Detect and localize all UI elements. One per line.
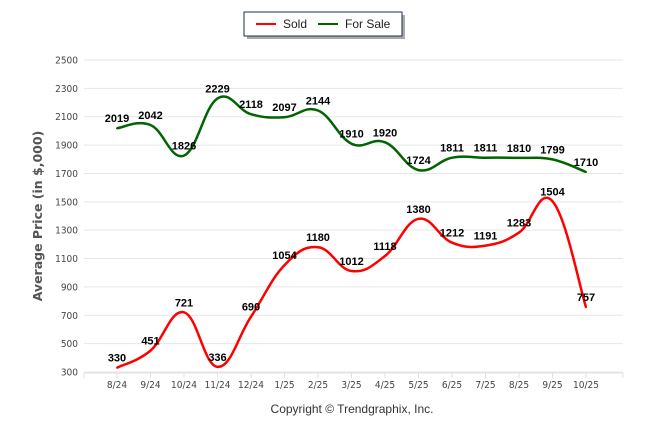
data-label-for-sale: 1826 bbox=[172, 141, 196, 153]
y-tick-label: 500 bbox=[61, 339, 78, 350]
data-label-for-sale: 1910 bbox=[339, 129, 363, 141]
data-label-sold: 721 bbox=[175, 297, 193, 309]
data-label-sold: 451 bbox=[141, 336, 159, 348]
data-label-sold: 336 bbox=[208, 352, 226, 364]
x-tick-label: 6/25 bbox=[442, 380, 462, 391]
data-point-sold bbox=[451, 241, 453, 244]
data-point-for-sale bbox=[283, 116, 286, 119]
x-tick-label: 10/24 bbox=[171, 380, 197, 391]
data-point-for-sale bbox=[585, 171, 587, 174]
data-point-sold bbox=[585, 306, 587, 309]
data-label-for-sale: 1710 bbox=[574, 157, 598, 169]
data-label-sold: 330 bbox=[108, 353, 126, 365]
y-tick-label: 1500 bbox=[55, 197, 78, 208]
data-label-sold: 1180 bbox=[306, 232, 330, 244]
copyright-footer: Copyright © Trendgraphix, Inc. bbox=[271, 402, 434, 416]
data-point-for-sale bbox=[317, 109, 319, 112]
data-label-sold: 1191 bbox=[474, 231, 498, 243]
data-point-for-sale bbox=[149, 123, 152, 126]
data-point-sold bbox=[149, 349, 152, 352]
legend-label-for-sale[interactable]: For Sale bbox=[345, 17, 391, 31]
data-label-sold: 1380 bbox=[406, 204, 430, 216]
x-tick-label: 1/25 bbox=[274, 380, 294, 391]
data-label-sold: 757 bbox=[577, 292, 595, 304]
data-point-sold bbox=[384, 254, 386, 257]
x-axis: 8/24 9/24 10/24 11/24 12/24 1/25 2/25 3/25 4/25 5… bbox=[83, 372, 624, 391]
data-label-sold: 1054 bbox=[272, 250, 297, 262]
gridlines bbox=[84, 59, 623, 373]
data-label-sold: 690 bbox=[242, 302, 260, 314]
x-tick-label: 12/24 bbox=[238, 380, 264, 391]
x-tick-label: 8/25 bbox=[509, 380, 529, 391]
data-point-sold bbox=[484, 244, 487, 247]
x-tick-label: 7/25 bbox=[475, 380, 495, 391]
data-point-sold bbox=[551, 200, 554, 203]
data-label-for-sale: 2097 bbox=[272, 102, 296, 114]
y-axis-title: Average Price (in $,000) bbox=[30, 131, 45, 302]
x-tick-label: 8/24 bbox=[107, 380, 127, 391]
data-label-sold: 1212 bbox=[440, 228, 464, 240]
series-lines bbox=[116, 95, 588, 369]
data-point-sold bbox=[317, 246, 319, 249]
data-label-sold: 1118 bbox=[373, 241, 396, 253]
x-tick-label: 3/25 bbox=[341, 380, 361, 391]
data-label-for-sale: 1799 bbox=[540, 144, 564, 156]
data-point-sold bbox=[183, 311, 185, 314]
data-label-for-sale: 2019 bbox=[105, 113, 129, 125]
data-point-for-sale bbox=[350, 142, 353, 145]
x-tick-label: 2/25 bbox=[308, 380, 328, 391]
data-point-for-sale bbox=[484, 156, 487, 159]
data-label-for-sale: 2144 bbox=[306, 95, 331, 107]
data-point-sold bbox=[116, 366, 118, 369]
data-point-for-sale bbox=[518, 156, 520, 159]
data-label-for-sale: 1810 bbox=[507, 143, 531, 155]
data-label-sold: 1283 bbox=[507, 218, 531, 230]
y-tick-label: 1700 bbox=[55, 169, 78, 180]
y-tick-label: 1900 bbox=[55, 141, 78, 152]
data-label-for-sale: 1920 bbox=[373, 127, 397, 139]
data-label-for-sale: 1811 bbox=[440, 143, 464, 155]
data-point-for-sale bbox=[116, 127, 118, 130]
data-labels: 330 451 721 336 690 1054 1180 1012 1118 1380 1212 1… bbox=[105, 83, 598, 364]
y-tick-label: 2100 bbox=[55, 112, 78, 123]
x-tick-label: 10/25 bbox=[573, 380, 599, 391]
data-point-for-sale bbox=[417, 169, 420, 172]
data-label-sold: 1012 bbox=[339, 256, 363, 268]
data-point-sold bbox=[216, 365, 219, 368]
data-point-for-sale bbox=[551, 158, 554, 161]
x-tick-label: 9/25 bbox=[542, 380, 562, 391]
data-point-sold bbox=[250, 315, 252, 318]
data-label-for-sale: 1724 bbox=[406, 155, 431, 167]
data-point-sold bbox=[350, 270, 353, 273]
y-tick-label: 1300 bbox=[55, 226, 78, 237]
y-tick-label: 2500 bbox=[55, 56, 78, 67]
data-point-for-sale bbox=[250, 113, 252, 116]
data-label-sold: 1504 bbox=[540, 186, 565, 198]
y-tick-label: 1100 bbox=[55, 254, 78, 265]
x-tick-label: 4/25 bbox=[375, 380, 395, 391]
data-point-for-sale bbox=[384, 141, 386, 144]
y-tick-label: 700 bbox=[61, 311, 78, 322]
data-label-for-sale: 2118 bbox=[239, 99, 263, 111]
data-point-sold bbox=[417, 217, 420, 220]
data-label-for-sale: 2229 bbox=[205, 83, 229, 95]
y-axis: 300 500 700 900 1100 1300 1500 1700 1900 2100 2300… bbox=[55, 56, 78, 379]
x-tick-label: 5/25 bbox=[408, 380, 428, 391]
data-point-for-sale bbox=[183, 154, 185, 157]
data-point-for-sale bbox=[451, 156, 453, 159]
x-tick-label: 11/24 bbox=[205, 380, 231, 391]
data-point-sold bbox=[283, 264, 286, 267]
data-point-sold bbox=[518, 231, 520, 234]
data-point-for-sale bbox=[216, 97, 219, 100]
x-tick-label: 9/24 bbox=[140, 380, 160, 391]
legend-label-sold[interactable]: Sold bbox=[283, 17, 307, 31]
y-tick-label: 2300 bbox=[55, 84, 78, 95]
legend: Sold For Sale bbox=[243, 11, 405, 39]
data-label-for-sale: 1811 bbox=[474, 143, 498, 155]
y-tick-label: 300 bbox=[61, 368, 78, 379]
y-tick-label: 900 bbox=[61, 282, 78, 293]
data-label-for-sale: 2042 bbox=[138, 110, 162, 122]
